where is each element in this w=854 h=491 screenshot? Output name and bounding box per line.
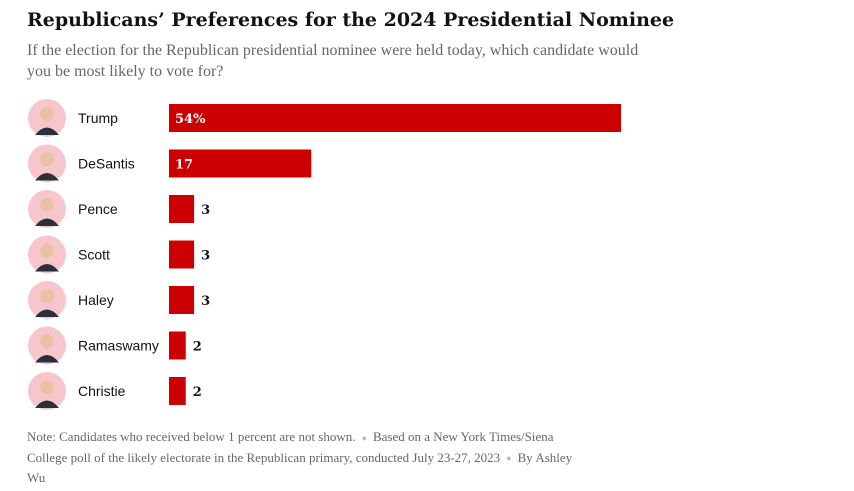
chart-note: Note: Candidates who received below 1 pe… (27, 427, 587, 487)
bar-pence (169, 195, 195, 223)
person-head-icon (40, 243, 54, 258)
person-shoulders-icon (35, 127, 59, 135)
person-head-icon (40, 334, 54, 349)
avatar-trump (28, 99, 66, 137)
chart-title: Republicans’ Preferences for the 2024 Pr… (27, 9, 675, 31)
bar-trump (169, 104, 621, 132)
value-label-pence: 3 (201, 203, 210, 218)
bar-desantis (169, 149, 312, 178)
bar-chart: Trump 54% DeSantis 17 Pence 3 Scott 3 Haley 3 Rama… (28, 99, 621, 410)
avatar-christie (28, 372, 66, 410)
person-shoulders-icon (35, 309, 59, 317)
avatar-desantis (28, 144, 66, 183)
person-shoulders-icon (35, 218, 59, 226)
category-label-ramaswamy: Ramaswamy (78, 338, 159, 354)
value-label-desantis: 17 (175, 158, 193, 173)
separator-dot-icon: ● (506, 453, 512, 464)
person-shoulders-icon (35, 400, 59, 408)
category-label-scott: Scott (78, 247, 110, 263)
value-label-christie: 2 (193, 385, 202, 400)
category-label-christie: Christie (78, 383, 126, 399)
person-shoulders-icon (35, 173, 59, 181)
category-label-haley: Haley (78, 292, 114, 308)
byline-text: By Ashley Wu (27, 449, 573, 486)
person-head-icon (40, 289, 54, 303)
bar-scott (169, 240, 195, 269)
note-text: Note: Candidates who received below 1 pe… (27, 429, 356, 444)
value-label-trump: 54% (175, 112, 206, 127)
avatar-pence (28, 190, 66, 228)
category-label-trump: Trump (78, 110, 118, 126)
bar-christie (169, 377, 186, 405)
avatar-ramaswamy (28, 326, 66, 365)
avatar-scott (28, 235, 66, 274)
value-label-haley: 3 (201, 294, 210, 309)
source-text: Based on a New York Times/Siena College … (27, 429, 554, 465)
person-shoulders-icon (35, 355, 59, 363)
person-shoulders-icon (35, 264, 59, 272)
category-label-desantis: DeSantis (78, 156, 135, 172)
person-head-icon (40, 198, 54, 212)
person-head-icon (40, 107, 54, 121)
separator-dot-icon: ● (361, 432, 367, 443)
value-label-scott: 3 (201, 249, 210, 264)
bar-ramaswamy (169, 331, 186, 360)
category-label-pence: Pence (78, 201, 118, 217)
avatar-haley (28, 281, 66, 319)
bar-haley (169, 286, 195, 314)
person-head-icon (40, 152, 54, 167)
chart-subtitle: If the election for the Republican presi… (27, 42, 639, 80)
value-label-ramaswamy: 2 (193, 340, 202, 355)
person-head-icon (40, 380, 54, 394)
